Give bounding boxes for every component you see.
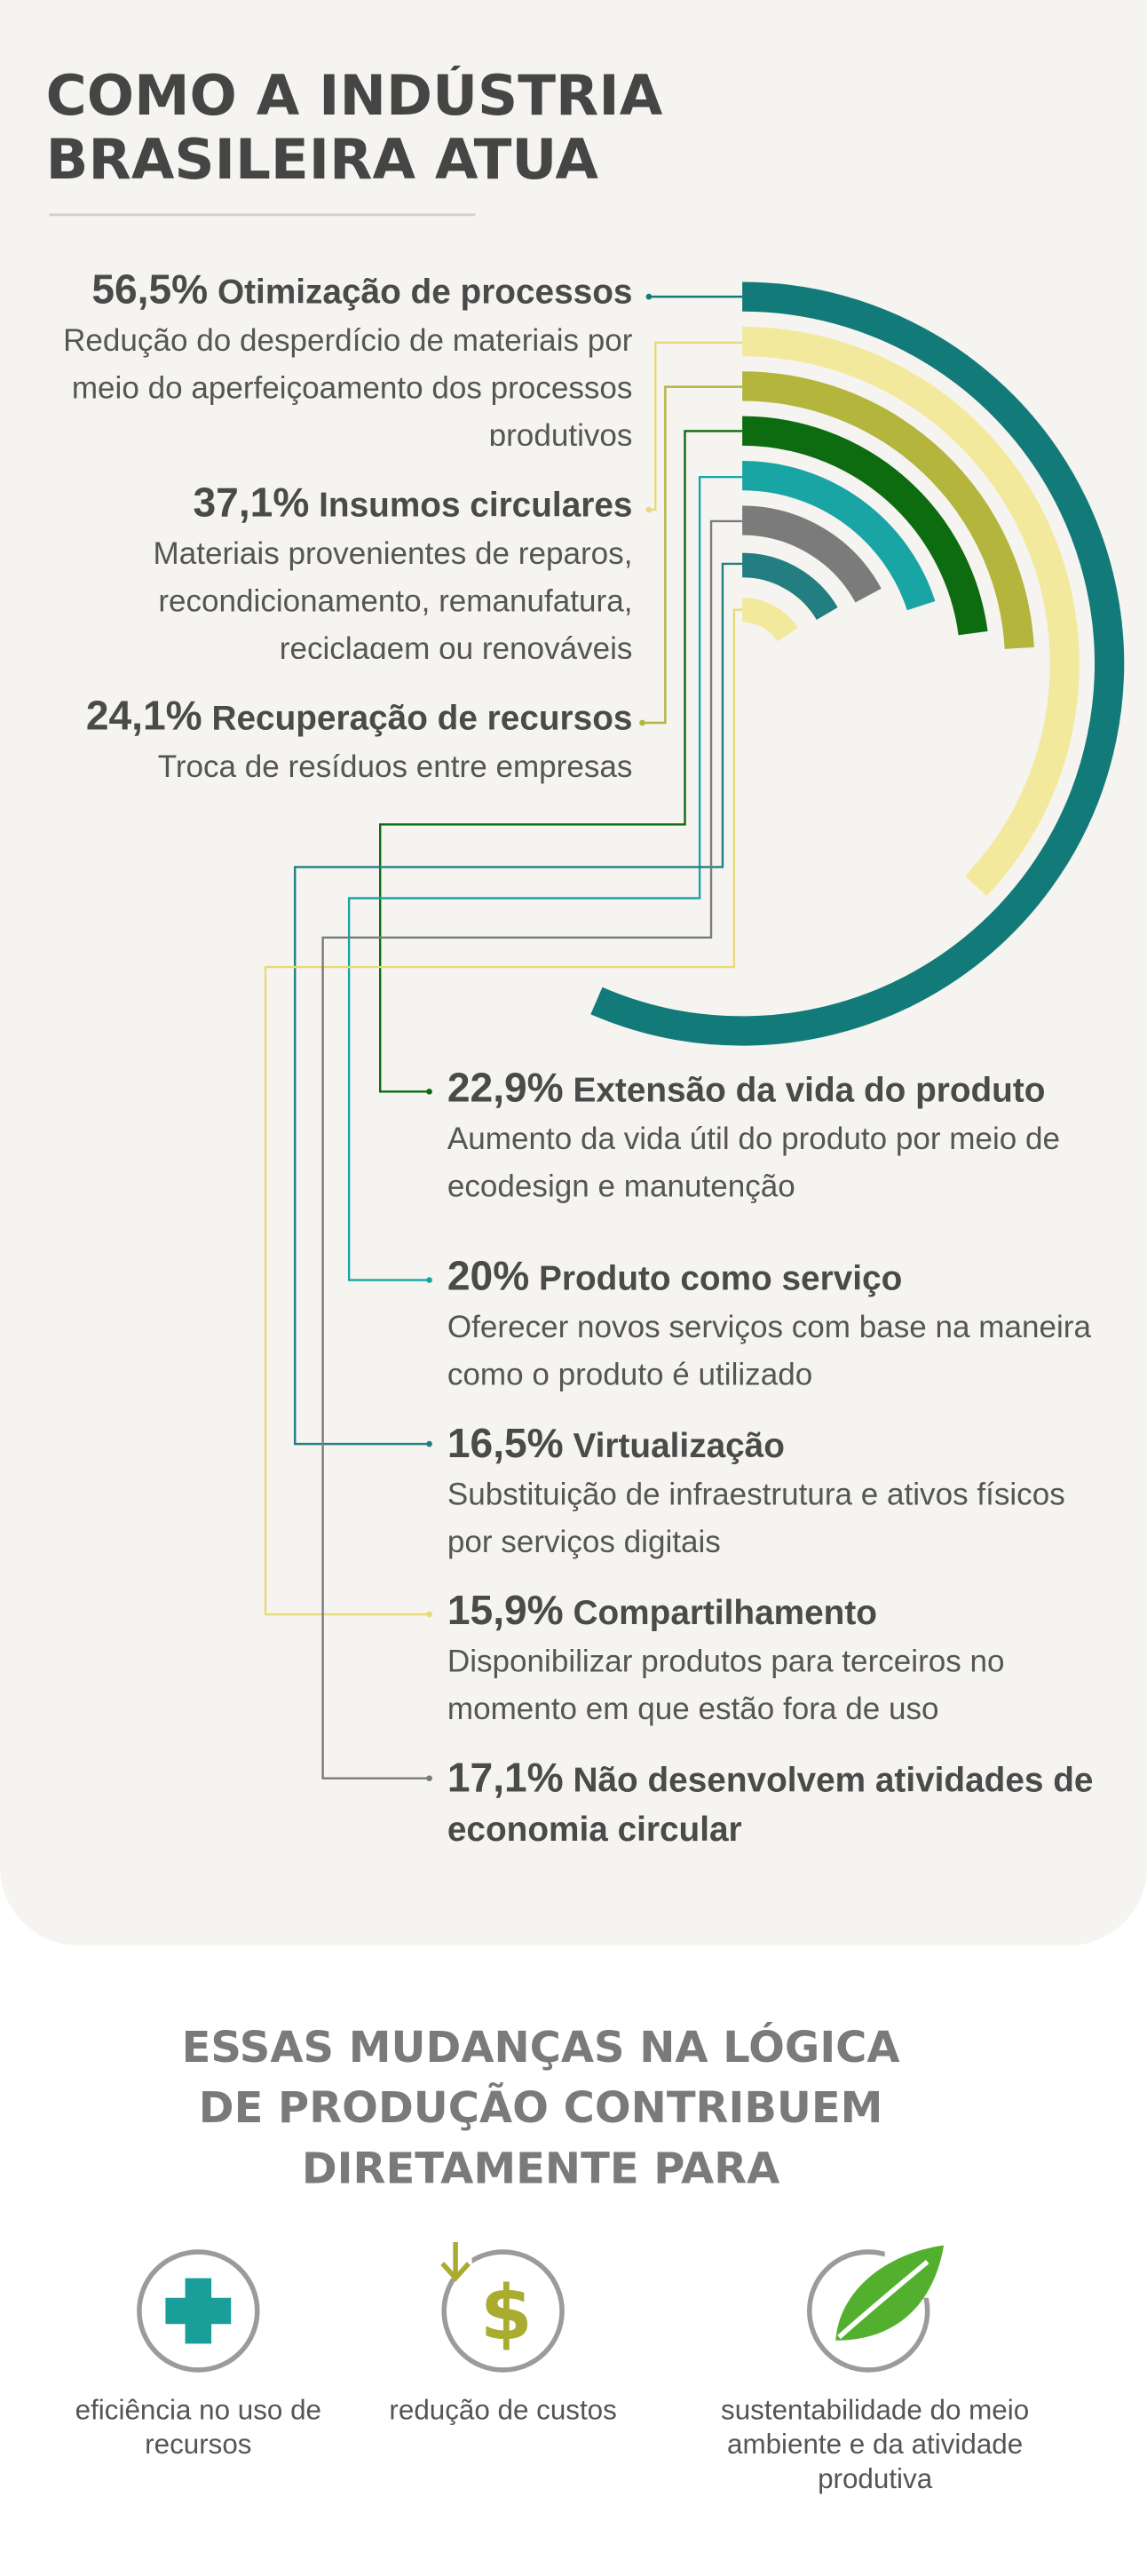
label-box: 22,9% Extensão da vida do produto Aumento… [447, 1064, 1143, 1211]
radial-bar [742, 371, 1034, 649]
dollar-icon: $ [480, 2270, 533, 2358]
label-heading: 16,5% Virtualização [447, 1419, 1143, 1471]
connector-dot [426, 1775, 432, 1781]
connector-dot [426, 1277, 432, 1283]
connector [648, 341, 743, 511]
label-heading: 22,9% Extensão da vida do produto [447, 1064, 1143, 1116]
category-label: Compartilhamento [573, 1594, 877, 1633]
category-label: Extensão da vida do produto [573, 1072, 1046, 1110]
caption-box: eficiência no uso de recursos [75, 2394, 322, 2461]
icon-circle [441, 2249, 565, 2373]
radial-bar [741, 597, 798, 642]
label: 15,9% Compartilhamento Disponibilizar pro… [447, 1587, 1143, 1734]
label-box: 20% Produto como serviço Oferecer novos s… [447, 1252, 1143, 1399]
benefit-caption: redução de custos [389, 2394, 617, 2426]
label-box: 37,1% Insumos circulares Materiais proven… [0, 479, 632, 659]
label-box: 56,5% Otimização de processos Redução do … [0, 266, 632, 446]
category-label: Não desenvolvem atividades de economia c… [447, 1762, 1094, 1850]
description: Redução do desperdício de materiais por … [63, 324, 633, 447]
benefit-caption: sustentabilidade do meio ambiente e da a… [721, 2394, 1030, 2495]
heading-box: ESSAS MUDANÇAS NA LÓGICA DE PRODUÇÃO CON… [181, 2024, 900, 2195]
label-heading: 37,1% Insumos circulares [0, 479, 633, 531]
value-label: 16,5% [447, 1421, 564, 1467]
value-label: 17,1% [447, 1755, 564, 1802]
connector-dot [426, 1440, 432, 1447]
card [0, 0, 1147, 1946]
label-heading: 24,1% Recuperação de recursos [0, 692, 633, 744]
label: 22,9% Extensão da vida do produto Aumento… [447, 1064, 1143, 1211]
label-heading: 56,5% Otimização de processos [0, 266, 632, 318]
radial-bar [742, 416, 988, 636]
connector [264, 608, 743, 1616]
label: 17,1% Não desenvolvem atividades de econ… [447, 1754, 1143, 1855]
description: Oferecer novos serviços com base na mane… [447, 1311, 1091, 1393]
plus-icon [165, 2278, 232, 2344]
value-label: 20% [447, 1254, 530, 1300]
radial-bar [741, 552, 838, 621]
value-label: 15,9% [447, 1588, 564, 1635]
label-box: 16,5% Virtualização Substituição de infra… [447, 1419, 1143, 1566]
connector-dot [645, 293, 653, 300]
label-heading: 20% Produto como serviço [447, 1252, 1143, 1304]
connector-dot [639, 719, 645, 726]
label-box: 15,9% Compartilhamento Disponibilizar pro… [447, 1587, 1143, 1734]
category-label: Produto como serviço [539, 1260, 903, 1298]
label: 20% Produto como serviço Oferecer novos s… [447, 1252, 1143, 1399]
connector-dot [426, 1611, 432, 1618]
label: 37,1% Insumos circulares Materiais proven… [0, 479, 632, 659]
value-label: 37,1% [193, 480, 310, 527]
category-label: Virtualização [573, 1427, 785, 1466]
label-heading: 17,1% Não desenvolvem atividades de econ… [447, 1754, 1143, 1855]
description: Troca de resíduos entre empresas [157, 750, 633, 786]
value-label: 24,1% [85, 693, 202, 740]
value-label: 22,9% [447, 1065, 564, 1112]
connector-dot [645, 506, 653, 513]
connector [294, 562, 743, 1446]
footer-heading: ESSAS MUDANÇAS NA LÓGICA DE PRODUÇÃO CON… [181, 2024, 900, 2195]
connector [321, 519, 743, 1779]
leaf-vein [837, 2260, 929, 2340]
category-label: Recuperação de recursos [211, 700, 633, 738]
arrow-icon [440, 2241, 471, 2282]
label: 56,5% Otimização de processos Redução do … [0, 266, 632, 446]
connector-dot [426, 1088, 432, 1095]
connector [347, 475, 743, 1281]
value-label: 56,5% [91, 266, 209, 313]
connector [642, 385, 743, 725]
icon-circle [137, 2249, 260, 2373]
title-box: COMO A INDÚSTRIA BRASILEIRA ATUA [45, 65, 663, 194]
category-label: Insumos circulares [319, 487, 633, 525]
label-box: 17,1% Não desenvolvem atividades de econ… [447, 1754, 1143, 1855]
label-box: 24,1% Recuperação de recursos Troca de re… [0, 692, 633, 792]
caption-box: redução de custos [389, 2394, 617, 2426]
chart-title: COMO A INDÚSTRIA BRASILEIRA ATUA [45, 65, 663, 194]
radial-bar [590, 281, 1125, 1046]
caption-box: sustentabilidade do meio ambiente e da a… [721, 2394, 1030, 2495]
description: Aumento da vida útil do produto por meio… [447, 1122, 1061, 1205]
label: 24,1% Recuperação de recursos Troca de re… [0, 692, 633, 792]
connector [379, 430, 743, 1093]
radial-bar [741, 505, 882, 603]
category-label: Otimização de processos [217, 273, 633, 312]
icon-circle [807, 2249, 930, 2373]
description: Materiais provenientes de reparos, recon… [153, 537, 633, 660]
description: Substituição de infraestrutura e ativos … [447, 1478, 1065, 1561]
label: 16,5% Virtualização Substituição de infra… [447, 1419, 1143, 1566]
benefit-caption: eficiência no uso de recursos [75, 2394, 322, 2461]
radial-bar [742, 326, 1080, 897]
radial-bar [741, 461, 936, 611]
label-heading: 15,9% Compartilhamento [447, 1587, 1143, 1639]
description: Disponibilizar produtos para terceiros n… [447, 1645, 1005, 1728]
